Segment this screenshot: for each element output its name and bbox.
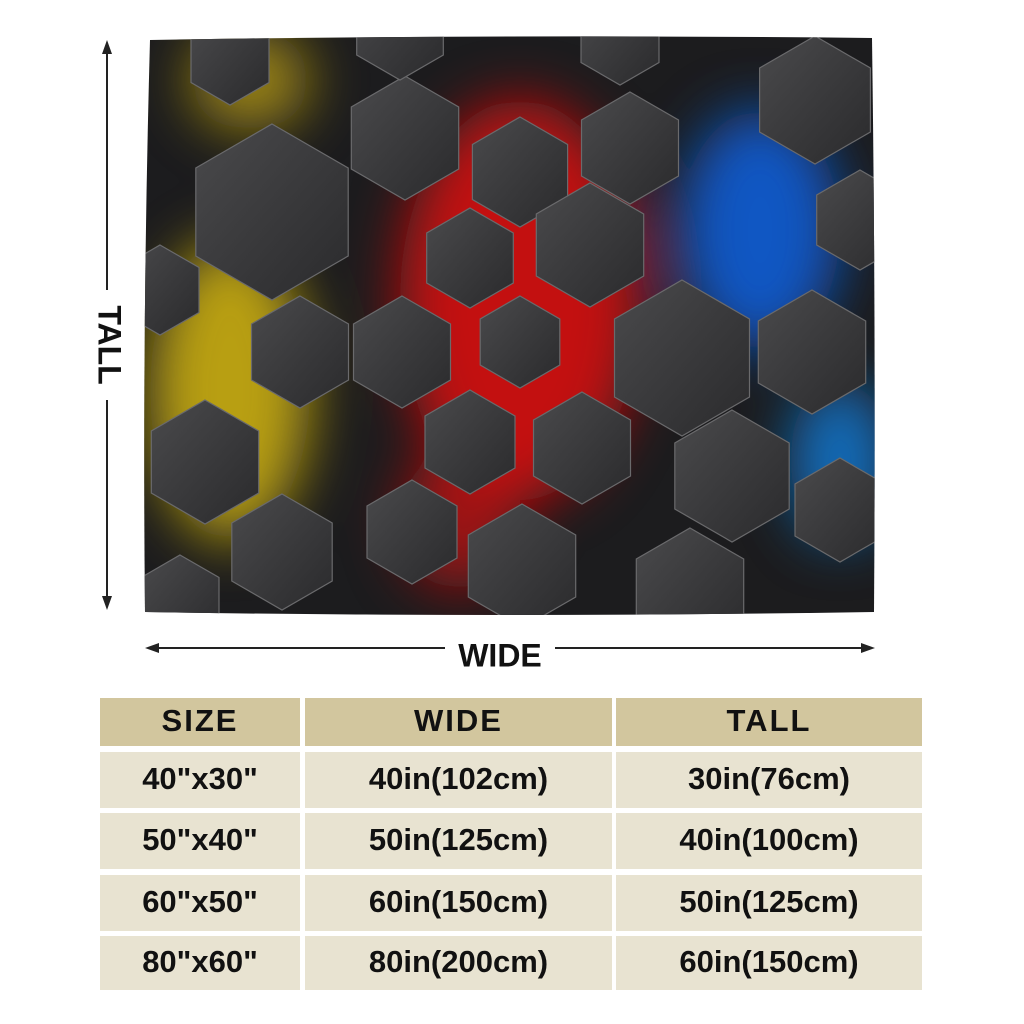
header-cell bbox=[100, 698, 300, 746]
table-cell bbox=[100, 813, 300, 869]
hexagon bbox=[366, 479, 458, 585]
cell-text: 60in(150cm) bbox=[369, 884, 548, 919]
table-cell bbox=[305, 875, 612, 931]
cell-text: 60"x50" bbox=[142, 884, 258, 919]
wide-arrow bbox=[145, 643, 875, 653]
hexagon bbox=[479, 295, 561, 389]
hexagon bbox=[674, 409, 790, 543]
table-cell bbox=[616, 936, 922, 990]
table-cell bbox=[100, 875, 300, 931]
header-text: SIZE bbox=[162, 703, 239, 738]
table-cell bbox=[305, 936, 612, 990]
cell-text: 40"x30" bbox=[142, 761, 258, 796]
header-text: TALL bbox=[727, 703, 812, 738]
hexagon bbox=[356, 36, 444, 81]
cell-text: 60in(150cm) bbox=[679, 944, 858, 979]
hexagon bbox=[250, 295, 350, 409]
hexagon bbox=[757, 289, 867, 415]
table-cell bbox=[100, 752, 300, 808]
hexagon bbox=[535, 182, 645, 308]
hexagon bbox=[635, 527, 745, 615]
tall-arrow bbox=[102, 40, 112, 610]
header-cell bbox=[616, 698, 922, 746]
table-cell bbox=[305, 813, 612, 869]
tall-label: TALL bbox=[92, 305, 128, 384]
hexagon bbox=[231, 493, 333, 611]
hexagon-pattern bbox=[144, 36, 875, 615]
hexagon bbox=[758, 36, 872, 165]
hexagon bbox=[471, 116, 569, 228]
hexagon bbox=[816, 169, 875, 271]
table-cell bbox=[616, 875, 922, 931]
hexagon bbox=[150, 399, 260, 525]
cell-text: 80in(200cm) bbox=[369, 944, 548, 979]
hexagon bbox=[794, 457, 875, 563]
header-cell bbox=[305, 698, 612, 746]
hexagon bbox=[532, 391, 632, 505]
blanket-image bbox=[144, 36, 875, 615]
table-cell bbox=[616, 752, 922, 808]
table-cell bbox=[100, 936, 300, 990]
hexagon bbox=[195, 123, 349, 301]
hexagon bbox=[352, 295, 452, 409]
hexagon bbox=[350, 75, 460, 201]
hexagon bbox=[144, 554, 220, 615]
hexagon bbox=[580, 91, 680, 205]
table-cell bbox=[305, 752, 612, 808]
hexagon bbox=[144, 244, 200, 336]
hexagon bbox=[580, 36, 660, 86]
table-cell bbox=[616, 813, 922, 869]
cell-text: 80"x60" bbox=[142, 944, 258, 979]
cell-text: 50in(125cm) bbox=[369, 822, 548, 857]
cell-text: 50"x40" bbox=[142, 822, 258, 857]
cell-text: 30in(76cm) bbox=[688, 761, 850, 796]
cell-text: 50in(125cm) bbox=[679, 884, 858, 919]
hexagon bbox=[426, 207, 514, 309]
cell-text: 40in(100cm) bbox=[679, 822, 858, 857]
hexagon bbox=[613, 279, 751, 437]
size-table: SIZE WIDE TALL 40"x30" 40in(102cm) 30in(76cm)… bbox=[100, 698, 922, 990]
hexagon bbox=[467, 503, 577, 615]
hexagon bbox=[424, 389, 516, 495]
wide-label: WIDE bbox=[458, 637, 542, 673]
cell-text: 40in(102cm) bbox=[369, 761, 548, 796]
header-text: WIDE bbox=[414, 703, 503, 738]
